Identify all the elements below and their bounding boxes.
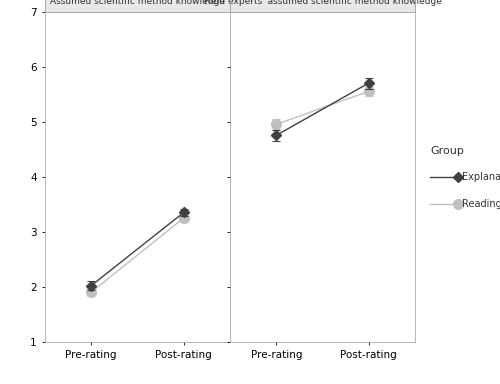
Text: Explanation group: Explanation group <box>462 172 500 182</box>
Text: Reading group: Reading group <box>462 199 500 209</box>
Text: Field experts' assumed scientific method knowledge: Field experts' assumed scientific method… <box>204 0 442 6</box>
Text: Assumed scientific method knowledge: Assumed scientific method knowledge <box>50 0 225 6</box>
Text: Group: Group <box>430 146 464 156</box>
